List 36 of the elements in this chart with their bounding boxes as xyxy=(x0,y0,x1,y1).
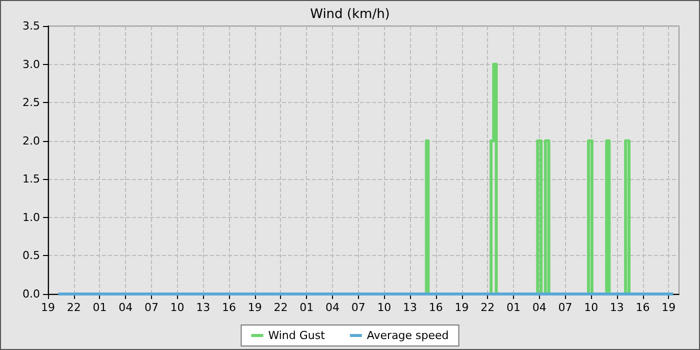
x-tick-label: 04 xyxy=(325,301,340,314)
x-tick-label: 10 xyxy=(170,301,184,314)
y-tick-label: 3.0 xyxy=(22,58,40,71)
x-tick-label: 13 xyxy=(196,301,210,314)
y-tick-label: 1.5 xyxy=(22,172,40,186)
legend-label: Average speed xyxy=(366,329,449,342)
x-tick-label: 04 xyxy=(532,301,546,314)
x-tick-label: 13 xyxy=(610,301,624,314)
x-tick-label: 10 xyxy=(377,301,392,314)
x-tick-label: 07 xyxy=(558,301,572,314)
chart-title: Wind (km/h) xyxy=(310,7,390,22)
y-tick-label: 1.0 xyxy=(22,210,40,224)
x-tick-label: 16 xyxy=(636,301,650,314)
y-tick-label: 3.5 xyxy=(22,20,40,32)
x-tick-label: 10 xyxy=(584,301,598,314)
x-tick-label: 19 xyxy=(662,301,676,314)
x-tick-label: 07 xyxy=(351,301,366,314)
x-tick-label: 19 xyxy=(454,301,469,314)
x-tick-label: 04 xyxy=(118,301,133,314)
x-tick-label: 07 xyxy=(144,301,158,314)
x-tick-label: 22 xyxy=(274,301,288,314)
y-tick-label: 2.5 xyxy=(22,96,40,110)
x-tick-label: 01 xyxy=(92,301,107,314)
y-tick-label: 2.0 xyxy=(22,134,40,148)
legend-label: Wind Gust xyxy=(268,329,326,342)
x-tick-label: 01 xyxy=(506,301,520,314)
x-tick-label: 19 xyxy=(248,301,262,314)
x-tick-label: 22 xyxy=(480,301,495,314)
x-tick-label: 22 xyxy=(66,301,81,314)
y-tick-label: 0.0 xyxy=(22,288,40,300)
x-tick-label: 13 xyxy=(403,301,418,314)
x-tick-label: 16 xyxy=(222,301,236,314)
x-tick-label: 01 xyxy=(300,301,314,314)
x-tick-label: 19 xyxy=(41,301,55,314)
x-tick-label: 16 xyxy=(428,301,443,314)
y-tick-label: 0.5 xyxy=(22,249,40,262)
